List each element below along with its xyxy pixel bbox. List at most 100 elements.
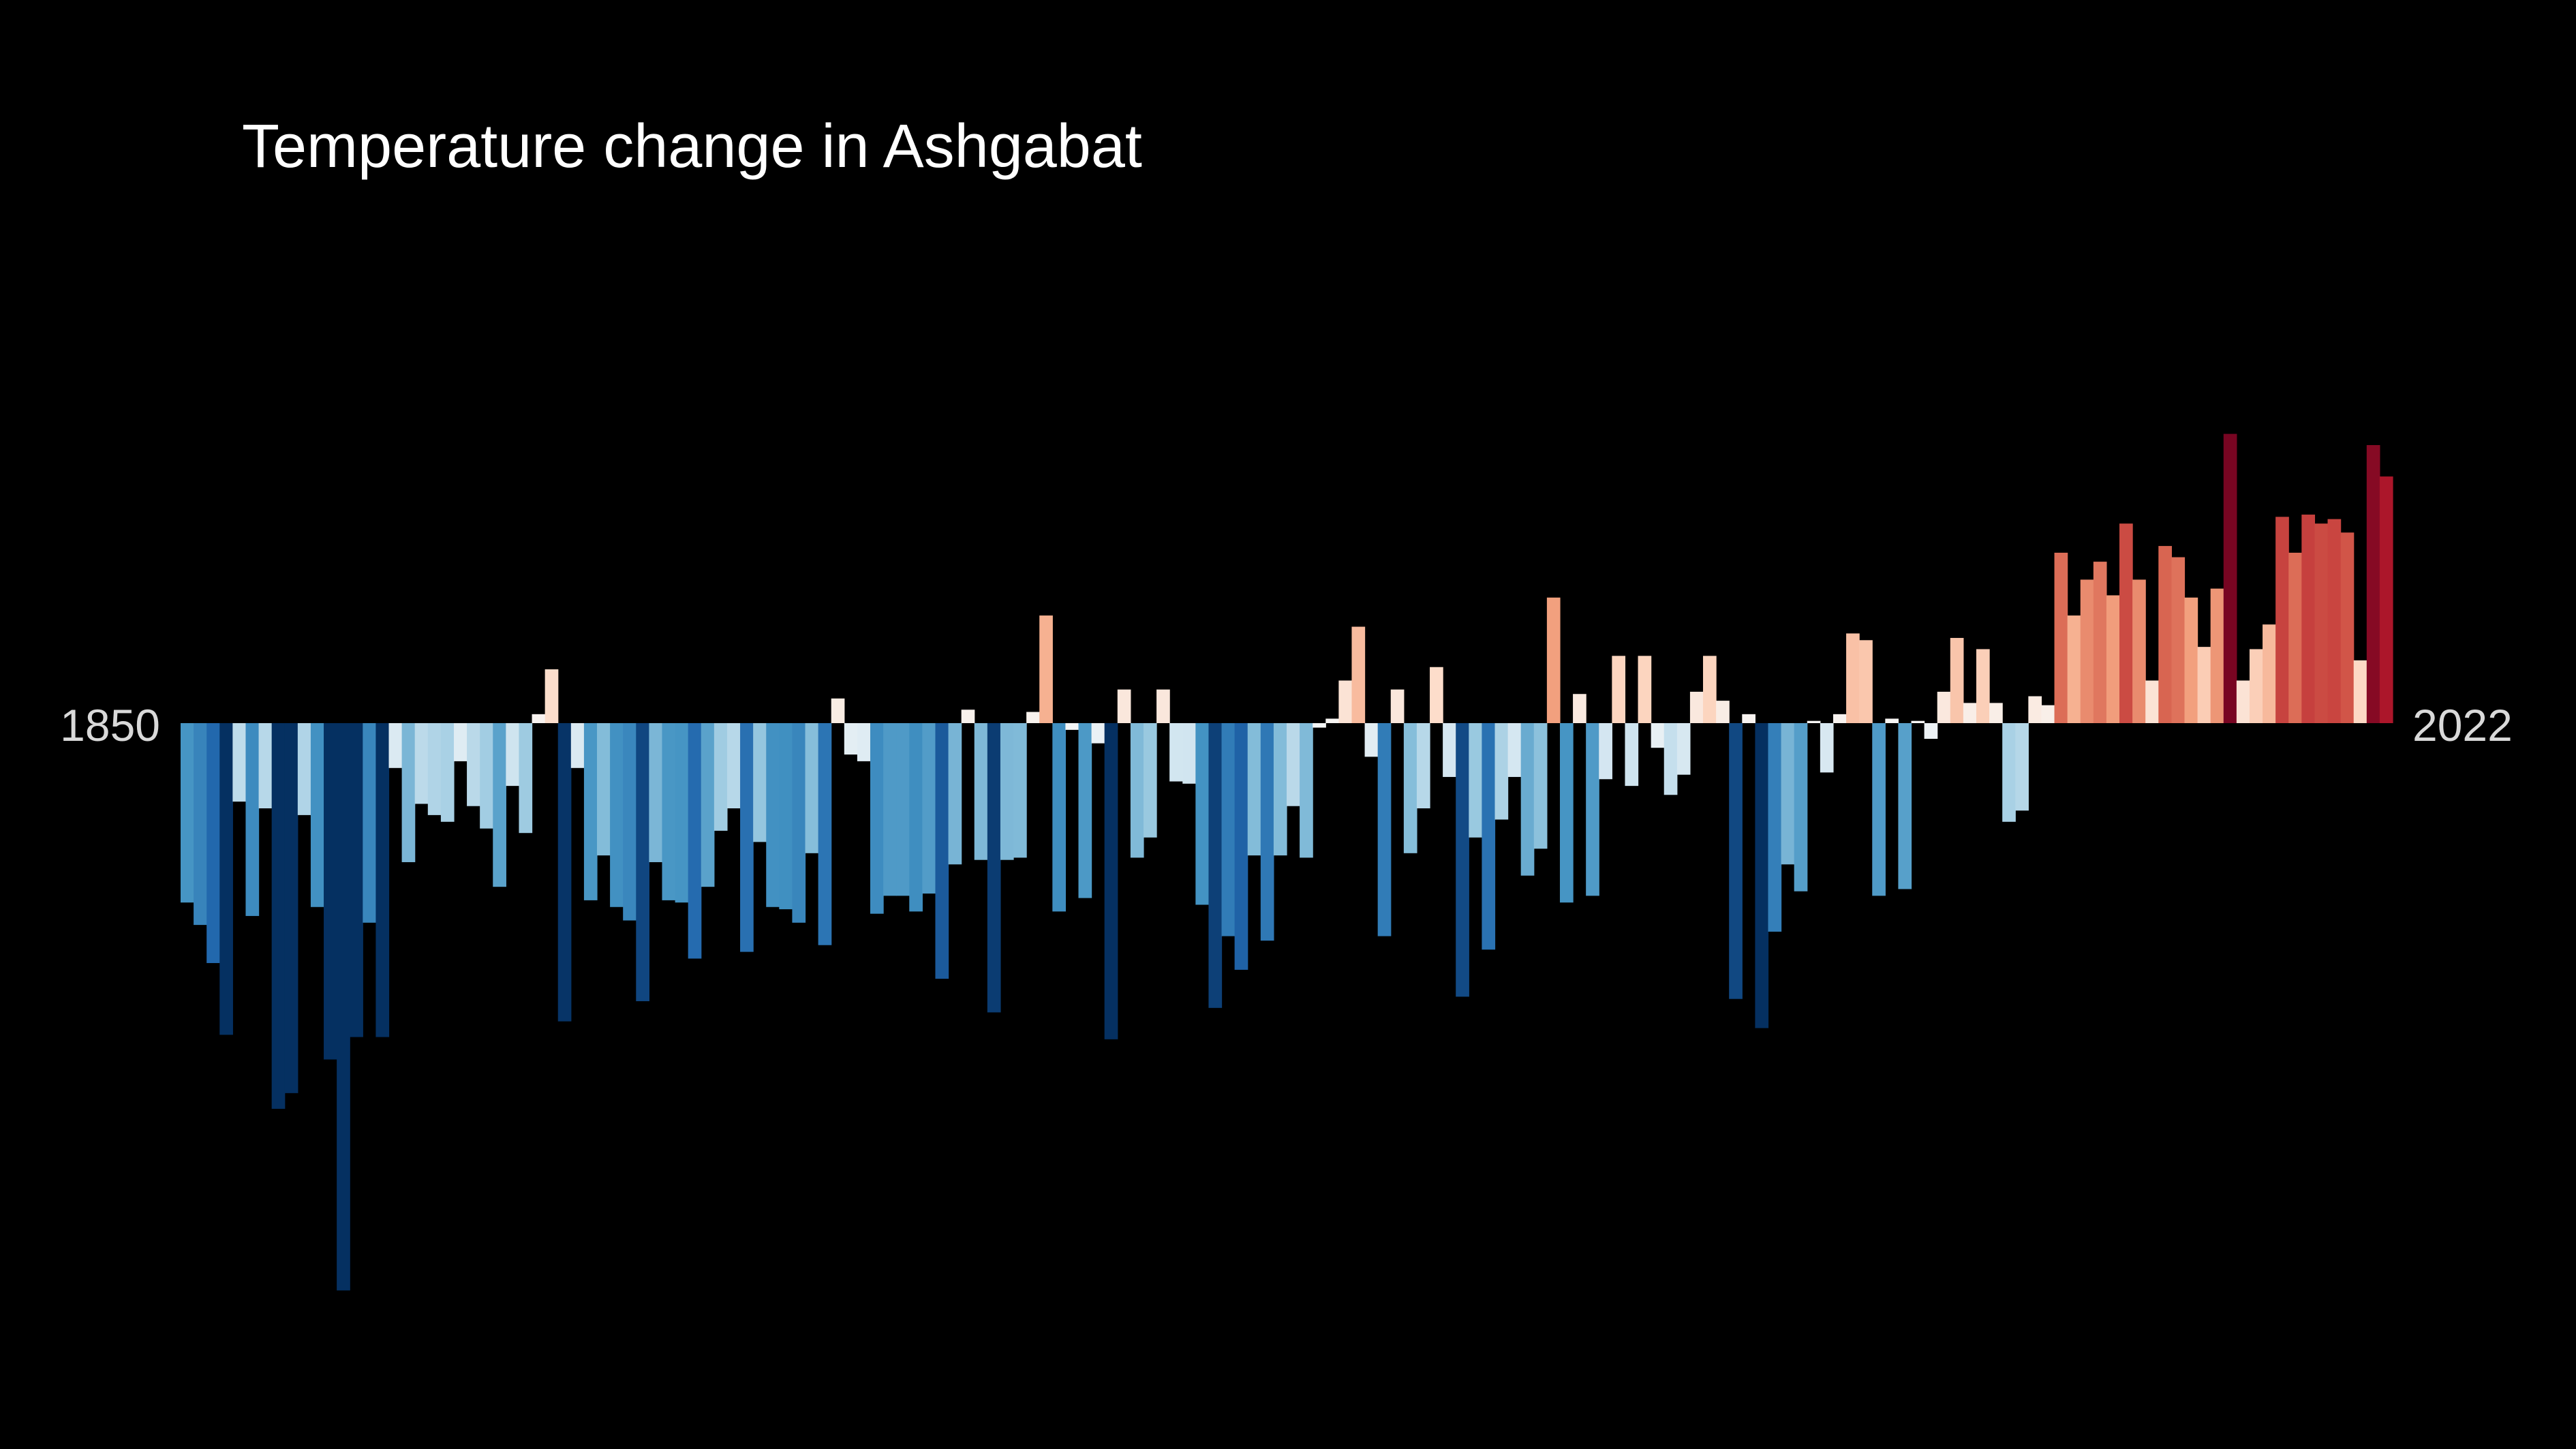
bar-2017	[2353, 660, 2367, 723]
bar-1947	[1443, 723, 1456, 777]
bars-group	[181, 433, 2393, 1291]
bar-1985	[1937, 691, 1951, 723]
bar-1889	[688, 723, 702, 959]
bar-1929	[1208, 723, 1223, 1008]
bar-1897	[792, 723, 806, 923]
bar-1876	[519, 723, 533, 834]
bar-1918	[1065, 723, 1079, 730]
bar-1982	[1898, 723, 1912, 889]
bar-1991	[2015, 723, 2029, 811]
bar-2019	[2379, 476, 2393, 723]
bar-2004	[2184, 597, 2198, 723]
bar-1885	[636, 723, 649, 1001]
bar-1937	[1313, 723, 1326, 728]
bar-1955	[1546, 597, 1561, 723]
bar-1992	[2028, 696, 2042, 723]
bar-1882	[597, 723, 611, 856]
bar-1940	[1351, 626, 1366, 723]
bar-1939	[1338, 680, 1353, 723]
bar-1989	[1989, 703, 2003, 723]
bar-1859	[297, 723, 311, 815]
bar-1986	[1950, 637, 1964, 723]
bar-1958	[1586, 723, 1599, 896]
bar-1976	[1820, 723, 1834, 773]
bar-1868	[414, 723, 429, 804]
bar-2001	[2145, 680, 2159, 723]
bar-1852	[206, 723, 220, 964]
bar-1900	[831, 698, 845, 723]
bar-1887	[662, 723, 676, 900]
bar-1988	[1976, 649, 1990, 723]
bar-1964	[1663, 723, 1678, 795]
bar-1980	[1872, 723, 1886, 896]
bar-1890	[701, 723, 715, 887]
bar-1943	[1390, 689, 1405, 723]
bar-1909	[948, 723, 962, 865]
bar-2006	[2210, 588, 2224, 723]
bar-1961	[1625, 723, 1639, 787]
bar-1867	[401, 723, 416, 862]
bar-1862	[337, 723, 350, 1291]
bar-1906	[909, 723, 923, 912]
bar-1995	[2067, 615, 2081, 723]
bar-1933	[1260, 723, 1274, 941]
bar-1905	[896, 723, 910, 896]
bar-1978	[1846, 633, 1860, 723]
bar-2002	[2158, 546, 2172, 723]
bar-2000	[2132, 579, 2146, 723]
bar-1865	[375, 723, 390, 1037]
bar-1910	[961, 710, 975, 723]
bar-1851	[194, 723, 207, 926]
bar-1869	[427, 723, 442, 815]
bar-1970	[1742, 714, 1755, 723]
bar-1923	[1130, 723, 1144, 858]
bar-1880	[570, 723, 585, 768]
bar-1981	[1885, 718, 1899, 723]
bar-1945	[1416, 723, 1430, 809]
bar-1967	[1703, 656, 1717, 723]
bar-1951	[1494, 723, 1509, 820]
bar-1935	[1287, 723, 1300, 806]
bar-1892	[726, 723, 741, 809]
bar-1974	[1794, 723, 1808, 891]
bar-2011	[2275, 517, 2289, 723]
bar-1857	[271, 723, 286, 1109]
bar-1874	[493, 723, 506, 887]
bar-1950	[1482, 723, 1496, 950]
bar-1864	[363, 723, 377, 923]
bar-1914	[1013, 723, 1027, 858]
bar-1907	[922, 723, 936, 894]
bar-1879	[557, 723, 572, 1022]
bar-1971	[1755, 723, 1769, 1028]
bar-1921	[1104, 723, 1118, 1039]
bar-1856	[258, 723, 273, 809]
bar-1928	[1195, 723, 1210, 905]
bar-1896	[779, 723, 793, 910]
bar-1953	[1520, 723, 1535, 876]
bar-1902	[857, 723, 871, 761]
bar-1853	[219, 723, 233, 1035]
bar-1872	[467, 723, 480, 806]
bar-1954	[1533, 723, 1548, 849]
bar-2009	[2249, 649, 2263, 723]
bar-1957	[1573, 694, 1586, 723]
bar-1938	[1325, 718, 1339, 723]
bar-1903	[870, 723, 884, 914]
bar-1936	[1300, 723, 1313, 858]
bar-1946	[1430, 667, 1443, 723]
bar-1908	[935, 723, 949, 979]
bar-1994	[2054, 552, 2068, 723]
bar-1894	[753, 723, 767, 842]
bar-1993	[2041, 705, 2055, 723]
bar-1891	[714, 723, 728, 831]
bar-1930	[1221, 723, 1236, 936]
bar-1944	[1403, 723, 1417, 853]
bar-1877	[532, 714, 546, 723]
bar-1956	[1559, 723, 1574, 903]
bar-1866	[388, 723, 403, 768]
bar-1863	[350, 723, 363, 1037]
bar-1904	[883, 723, 897, 896]
bar-2008	[2236, 680, 2250, 723]
